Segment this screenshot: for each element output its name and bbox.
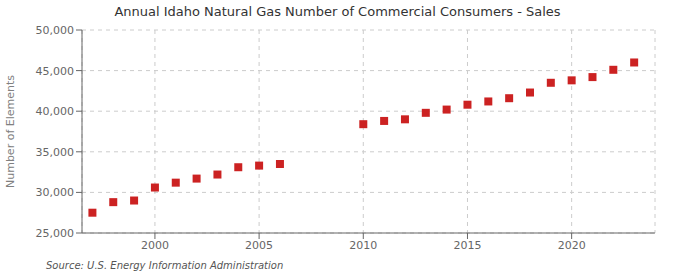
svg-text:2020: 2020 (558, 239, 586, 252)
svg-text:30,000: 30,000 (36, 186, 75, 199)
html-text:Annual Idaho Natural Gas Numbe: Annual Idaho Natural Gas Number of Comme… (114, 4, 561, 19)
svg-text:50,000: 50,000 (36, 24, 75, 37)
svg-text:2010: 2010 (349, 239, 377, 252)
svg-text:35,000: 35,000 (36, 146, 75, 159)
svg-text:2005: 2005 (245, 239, 273, 252)
html-text:Source: U.S. Energy Informatio: Source: U.S. Energy Information Administ… (46, 260, 284, 271)
svg-text:2015: 2015 (453, 239, 481, 252)
svg-text:45,000: 45,000 (36, 65, 75, 78)
svg-text:40,000: 40,000 (36, 105, 75, 118)
svg-text:25,000: 25,000 (36, 227, 75, 240)
svg-text:Number of Elements: Number of Elements (8, 75, 17, 188)
svg-text:2000: 2000 (141, 239, 169, 252)
